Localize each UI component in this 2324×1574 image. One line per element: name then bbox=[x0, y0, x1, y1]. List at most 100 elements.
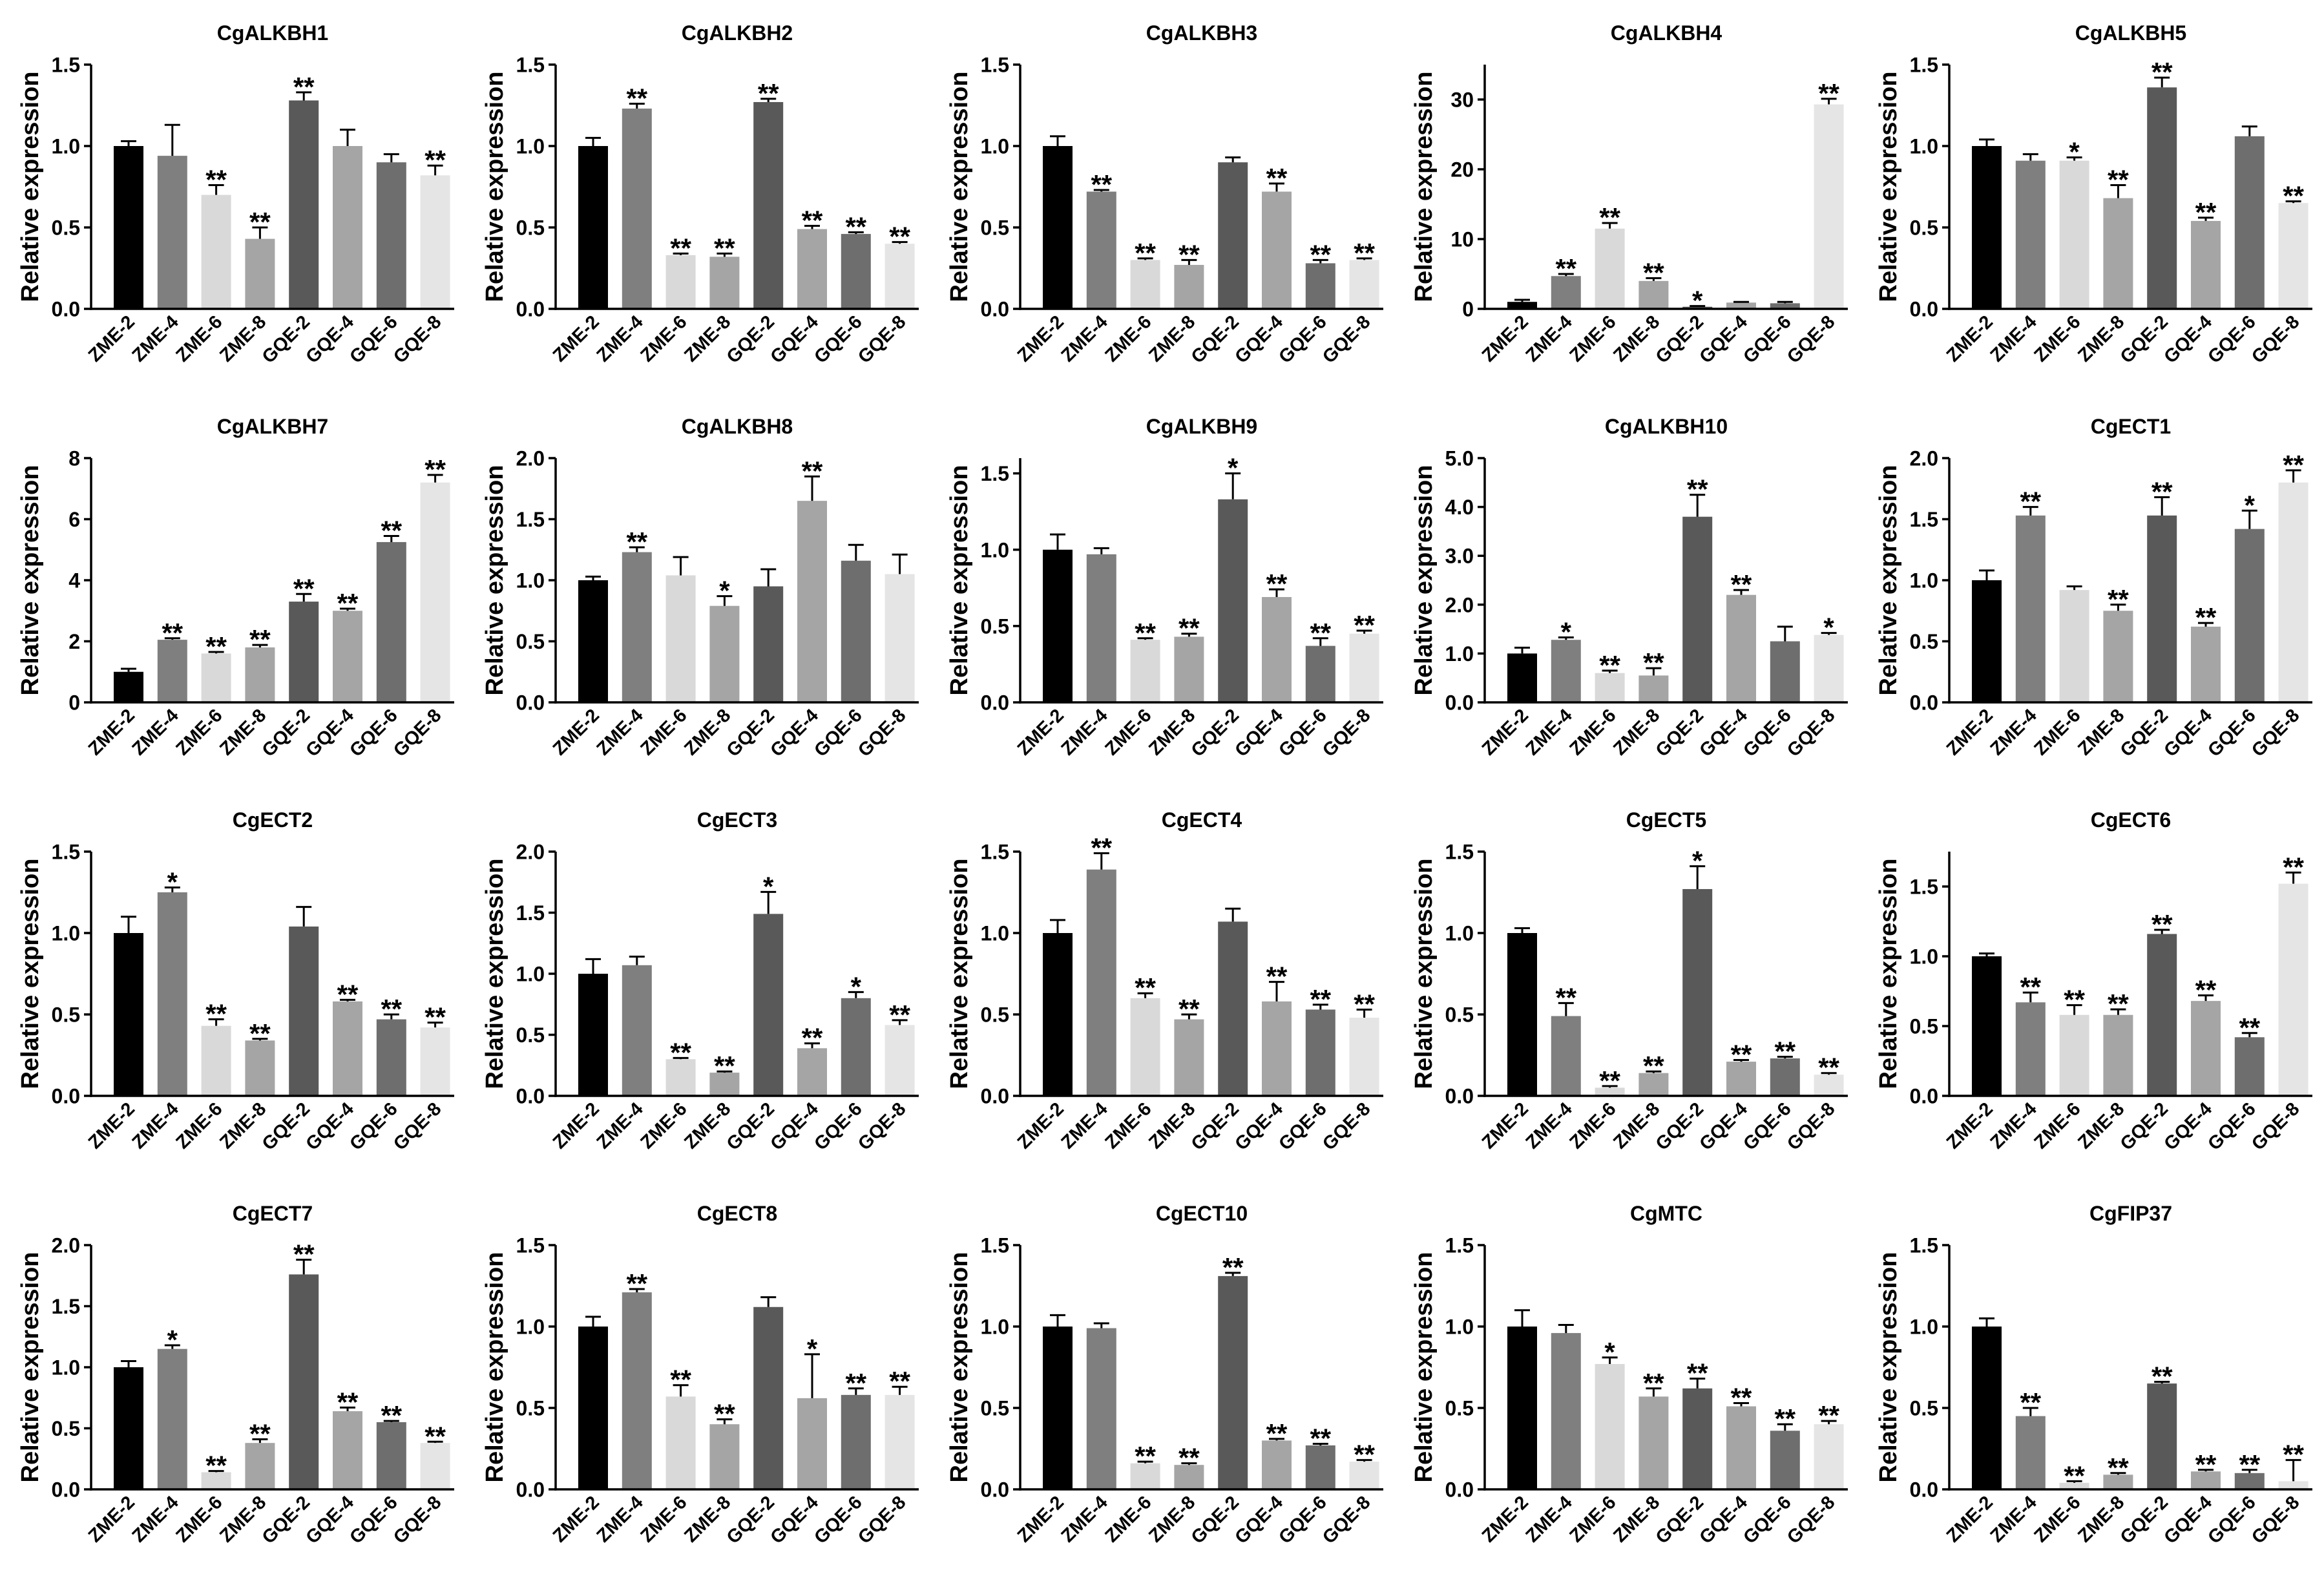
error-bar-gqe-6 bbox=[1312, 637, 1328, 646]
significance-marker-zme-6: ** bbox=[1599, 202, 1620, 233]
chart-panel-cgalkbh9: CgALKBH9 Relative expression 0.0 0.5 1.0 1.5 Z… bbox=[930, 394, 1394, 787]
bar-zme-6 bbox=[1130, 640, 1160, 702]
error-bar-zme-4 bbox=[2022, 153, 2038, 161]
bar-zme-6 bbox=[201, 1025, 231, 1096]
x-tick-label-zme-6: ZME-6 bbox=[636, 1492, 691, 1546]
bar-zme-4 bbox=[1086, 191, 1116, 309]
bar-zme-4 bbox=[2015, 515, 2046, 702]
error-bar-zme-2 bbox=[1979, 1317, 1994, 1327]
x-tick-label-zme-4: ZME-4 bbox=[1522, 1492, 1576, 1546]
chart-cgect7: CgECT7 Relative expression 0.0 0.5 1.0 1.5 2.0… bbox=[17, 1202, 454, 1548]
error-bar-gqe-6 bbox=[848, 543, 864, 561]
chart-panel-cgect5: CgECT5 Relative expression 0.0 0.5 1.0 1.5 ZME… bbox=[1394, 787, 1859, 1180]
chart-cgect8: CgECT8 Relative expression 0.0 0.5 1.0 1.5 ZME… bbox=[481, 1202, 919, 1548]
error-bar-zme-8 bbox=[1181, 258, 1197, 265]
bar-gqe-4 bbox=[2191, 1471, 2221, 1489]
x-tick-label-zme-6: ZME-6 bbox=[1565, 1492, 1620, 1546]
error-bars bbox=[1050, 852, 1372, 1020]
bar-zme-4 bbox=[157, 640, 187, 702]
y-axis-label: Relative expression bbox=[17, 859, 44, 1089]
bar-zme-8 bbox=[245, 238, 275, 309]
x-tick-label-zme-2: ZME-2 bbox=[85, 1492, 139, 1546]
error-bar-gqe-4 bbox=[1269, 981, 1284, 1002]
x-tick-label-zme-4: ZME-4 bbox=[593, 311, 647, 366]
bar-gqe-4 bbox=[333, 1001, 362, 1096]
bar-gqe-6 bbox=[2234, 136, 2265, 309]
error-bar-gqe-6 bbox=[848, 231, 864, 235]
bar-gqe-2 bbox=[1218, 1275, 1248, 1489]
error-bar-zme-6 bbox=[673, 1384, 689, 1397]
x-tick-label-gqe-6: GQE-6 bbox=[1275, 311, 1330, 367]
bar-gqe-2 bbox=[1218, 921, 1248, 1096]
bar-gqe-8 bbox=[1814, 635, 1844, 702]
x-tick-label-zme-8: ZME-8 bbox=[1609, 1492, 1664, 1546]
bar-zme-4 bbox=[622, 965, 652, 1096]
x-tick-label-gqe-6: GQE-6 bbox=[2204, 1098, 2259, 1154]
error-bar-zme-8 bbox=[1646, 277, 1662, 281]
bar-gqe-4 bbox=[1262, 596, 1292, 702]
error-bar-gqe-4 bbox=[340, 607, 355, 611]
x-tick-label-gqe-8: GQE-8 bbox=[1319, 1492, 1374, 1548]
error-bar-zme-4 bbox=[164, 1344, 180, 1349]
significance-marker-gqe-8: ** bbox=[889, 1366, 910, 1396]
axes bbox=[1483, 458, 1848, 704]
bars bbox=[1507, 888, 1844, 1096]
x-tick-label-zme-6: ZME-6 bbox=[172, 1492, 226, 1546]
error-bar-zme-2 bbox=[1050, 919, 1065, 933]
x-tick-label-gqe-4: GQE-4 bbox=[2161, 1492, 2216, 1548]
chart-cgect4: CgECT4 Relative expression 0.0 0.5 1.0 1.5 ZME… bbox=[946, 808, 1383, 1155]
error-bar-zme-2 bbox=[585, 1316, 601, 1327]
error-bar-gqe-4 bbox=[2198, 216, 2214, 221]
y-axis-label: Relative expression bbox=[481, 465, 508, 696]
chart-panel-cgect3: CgECT3 Relative expression 0.0 0.5 1.0 1.5 2.0… bbox=[465, 787, 930, 1180]
bar-gqe-8 bbox=[420, 175, 450, 309]
y-ticks: 0.0 0.5 1.0 1.5 bbox=[1910, 54, 1949, 321]
error-bars bbox=[1979, 76, 2301, 221]
significance-markers: ** ** ** ** ** ** ** bbox=[162, 454, 446, 662]
bars bbox=[114, 1274, 450, 1489]
significance-markers: ** ** ** ** ** ** ** bbox=[2020, 1361, 2304, 1491]
chart-panel-cgect4: CgECT4 Relative expression 0.0 0.5 1.0 1.5 ZME… bbox=[930, 787, 1394, 1180]
x-tick-label-gqe-6: GQE-6 bbox=[810, 1492, 866, 1548]
significance-marker-gqe-8: ** bbox=[889, 1000, 910, 1030]
y-axis-label: Relative expression bbox=[1410, 72, 1438, 302]
bar-zme-2 bbox=[1043, 146, 1073, 309]
y-tick-label: 0.0 bbox=[1445, 1478, 1474, 1502]
y-tick-label: 5.0 bbox=[1445, 447, 1474, 470]
significance-marker-gqe-4: ** bbox=[2195, 602, 2217, 633]
bars bbox=[1043, 499, 1379, 702]
y-tick-label: 0 bbox=[1462, 298, 1474, 321]
significance-marker-gqe-4: ** bbox=[2195, 974, 2217, 1005]
x-tick-label-zme-6: ZME-6 bbox=[636, 311, 691, 366]
chart-title: CgECT3 bbox=[697, 808, 777, 832]
significance-marker-zme-6: ** bbox=[1599, 1065, 1620, 1096]
error-bar-zme-4 bbox=[629, 546, 645, 552]
x-tick-label-gqe-4: GQE-4 bbox=[1696, 705, 1752, 761]
y-tick-label: 1.0 bbox=[981, 135, 1009, 158]
x-tick-label-zme-4: ZME-4 bbox=[593, 1492, 647, 1546]
error-bar-gqe-8 bbox=[1356, 1459, 1372, 1462]
error-bar-zme-6 bbox=[208, 184, 224, 195]
error-bar-gqe-6 bbox=[383, 1013, 399, 1020]
error-bar-zme-2 bbox=[1979, 952, 1994, 956]
x-tick-label-zme-6: ZME-6 bbox=[172, 311, 226, 366]
error-bars bbox=[1979, 871, 2301, 1038]
significance-marker-zme-8: ** bbox=[249, 207, 271, 237]
error-bar-zme-4 bbox=[629, 1288, 645, 1293]
error-bar-gqe-4 bbox=[1269, 182, 1284, 192]
x-tick-label-gqe-8: GQE-8 bbox=[390, 1492, 445, 1548]
x-tick-label-gqe-8: GQE-8 bbox=[854, 1492, 910, 1548]
error-bar-zme-8 bbox=[717, 252, 733, 257]
error-bar-zme-2 bbox=[121, 667, 136, 672]
y-axis-label: Relative expression bbox=[17, 1252, 44, 1483]
x-tick-label-zme-4: ZME-4 bbox=[1058, 1098, 1112, 1153]
y-tick-label: 1.0 bbox=[981, 922, 1009, 945]
bar-zme-2 bbox=[114, 933, 143, 1096]
x-tick-label-gqe-8: GQE-8 bbox=[1783, 1098, 1839, 1154]
x-tick-label-gqe-6: GQE-6 bbox=[1275, 1492, 1330, 1548]
x-tick-label-zme-2: ZME-2 bbox=[1014, 1098, 1068, 1153]
y-ticks: 0.0 0.5 1.0 1.5 bbox=[1445, 1234, 1485, 1502]
chart-panel-cgalkbh4: CgALKBH4 Relative expression 0 10 20 30 ZME-2 Z… bbox=[1394, 0, 1859, 394]
